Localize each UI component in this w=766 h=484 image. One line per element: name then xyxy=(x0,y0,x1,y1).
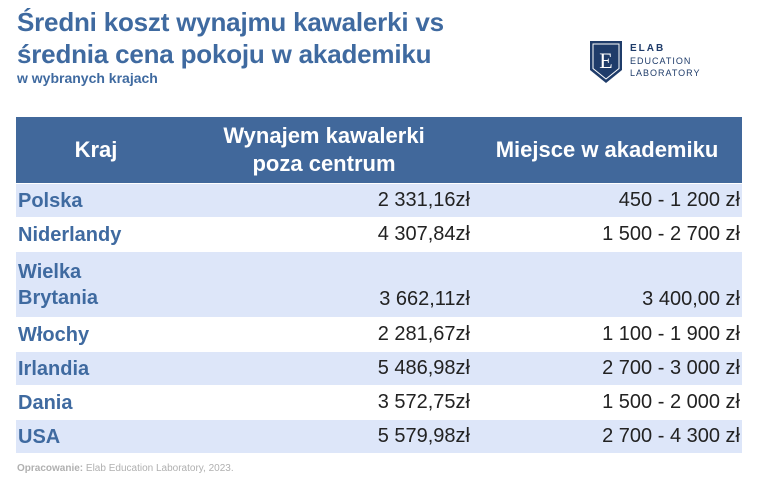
table-row: Włochy 2 281,67zł 1 100 - 1 900 zł xyxy=(16,317,742,351)
table-row: Polska 2 331,16zł 450 - 1 200 zł xyxy=(16,183,742,217)
column-header-dorm-place: Miejsce w akademiku xyxy=(495,137,719,162)
country-cell: USA xyxy=(18,425,61,448)
studio-price-cell: 5 579,98zł xyxy=(377,425,470,447)
country-cell: Irlandia xyxy=(18,357,90,380)
studio-price-cell: 3 662,11zł xyxy=(379,288,470,310)
dorm-price-cell: 2 700 - 3 000 zł xyxy=(602,357,740,379)
dorm-price-cell: 1 500 - 2 700 zł xyxy=(602,223,740,245)
page-title: Średni koszt wynajmu kawalerki vs średni… xyxy=(17,7,444,69)
source-note: Opracowanie: Elab Education Laboratory, … xyxy=(17,463,234,474)
elab-shield-icon: E xyxy=(590,41,622,83)
logo-wordmark: ELAB EDUCATION LABORATORY xyxy=(630,43,701,79)
page-subtitle: w wybranych krajach xyxy=(17,70,158,86)
studio-price-cell: 2 331,16zł xyxy=(377,189,470,211)
table-row: Niderlandy 4 307,84zł 1 500 - 2 700 zł xyxy=(16,217,742,251)
logo-line-1: ELAB xyxy=(630,43,666,54)
logo-line-3: LABORATORY xyxy=(630,68,701,78)
table-header: Kraj Wynajem kawalerki poza centrum Miej… xyxy=(16,117,742,183)
table-row: USA 5 579,98zł 2 700 - 4 300 zł xyxy=(16,419,742,453)
country-cell: Dania xyxy=(18,391,73,414)
studio-price-cell: 2 281,67zł xyxy=(377,323,470,345)
column-header-studio-rent: Wynajem kawalerki poza centrum xyxy=(223,123,425,176)
dorm-price-cell: 1 100 - 1 900 zł xyxy=(602,323,740,345)
country-cell: Niderlandy xyxy=(18,223,122,246)
source-label: Opracowanie: xyxy=(17,463,84,474)
dorm-price-cell: 450 - 1 200 zł xyxy=(618,189,740,211)
elab-logo: E ELAB EDUCATION LABORATORY xyxy=(589,40,719,86)
country-cell: Włochy xyxy=(18,323,90,346)
table-row: Wielka Brytania 3 662,11zł 3 400,00 zł xyxy=(16,251,742,317)
column-header-country: Kraj xyxy=(74,137,118,162)
table-row: Irlandia 5 486,98zł 2 700 - 3 000 zł xyxy=(16,351,742,385)
source-text: Elab Education Laboratory, 2023. xyxy=(83,463,234,474)
logo-letter: E xyxy=(599,48,612,73)
table-row: Dania 3 572,75zł 1 500 - 2 000 zł xyxy=(16,385,742,419)
dorm-price-cell: 2 700 - 4 300 zł xyxy=(602,425,740,447)
studio-price-cell: 4 307,84zł xyxy=(377,223,470,245)
logo-line-2: EDUCATION xyxy=(630,56,692,66)
comparison-table: Kraj Wynajem kawalerki poza centrum Miej… xyxy=(16,117,742,453)
dorm-price-cell: 3 400,00 zł xyxy=(642,288,740,310)
country-cell: Polska xyxy=(18,189,83,212)
studio-price-cell: 5 486,98zł xyxy=(377,357,470,379)
studio-price-cell: 3 572,75zł xyxy=(377,391,470,413)
dorm-price-cell: 1 500 - 2 000 zł xyxy=(602,391,740,413)
country-cell: Wielka Brytania xyxy=(18,261,99,309)
